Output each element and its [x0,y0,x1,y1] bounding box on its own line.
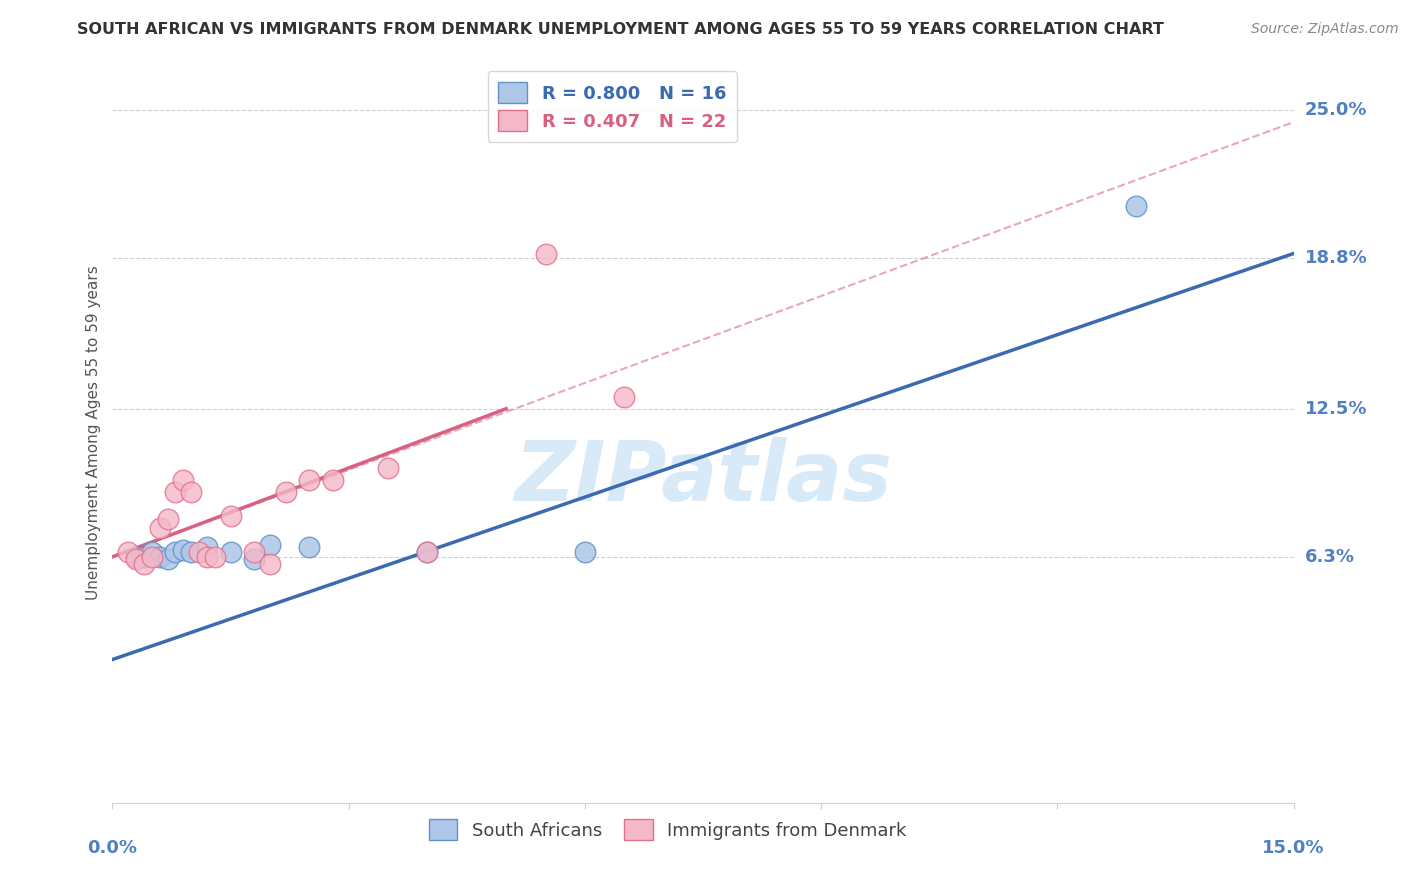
Text: 6.3%: 6.3% [1305,548,1354,566]
Text: 25.0%: 25.0% [1305,101,1367,120]
Point [416,545,439,559]
Text: 12.5%: 12.5% [1305,400,1367,417]
Text: Source: ZipAtlas.com: Source: ZipAtlas.com [1251,22,1399,37]
Point [322,474,344,488]
Point [165,545,187,559]
Point [165,485,187,500]
Point [156,511,179,525]
Point [141,549,163,564]
Point [195,541,218,555]
Text: SOUTH AFRICAN VS IMMIGRANTS FROM DENMARK UNEMPLOYMENT AMONG AGES 55 TO 59 YEARS : SOUTH AFRICAN VS IMMIGRANTS FROM DENMARK… [77,22,1164,37]
Point [141,545,163,559]
Point [574,545,596,559]
Y-axis label: Unemployment Among Ages 55 to 59 years: Unemployment Among Ages 55 to 59 years [86,265,101,600]
Point [243,545,266,559]
Text: ZIPatlas: ZIPatlas [515,436,891,517]
Point [259,538,281,552]
Point [613,390,636,404]
Legend: South Africans, Immigrants from Denmark: South Africans, Immigrants from Denmark [419,811,915,849]
Point [243,552,266,566]
Point [132,557,155,571]
Point [416,545,439,559]
Point [298,541,321,555]
Point [219,509,242,524]
Point [180,545,202,559]
Point [298,474,321,488]
Point [149,549,172,564]
Point [125,552,148,566]
Point [274,485,297,500]
Point [188,545,211,559]
Point [219,545,242,559]
Text: 15.0%: 15.0% [1263,838,1324,856]
Text: 0.0%: 0.0% [87,838,138,856]
Point [117,545,139,559]
Point [377,461,399,475]
Point [156,552,179,566]
Point [172,474,194,488]
Point [132,549,155,564]
Point [204,549,226,564]
Point [149,521,172,535]
Point [180,485,202,500]
Point [172,542,194,557]
Point [125,549,148,564]
Point [259,557,281,571]
Point [195,549,218,564]
Point [1125,199,1147,213]
Text: 18.8%: 18.8% [1305,249,1368,268]
Point [534,246,557,260]
